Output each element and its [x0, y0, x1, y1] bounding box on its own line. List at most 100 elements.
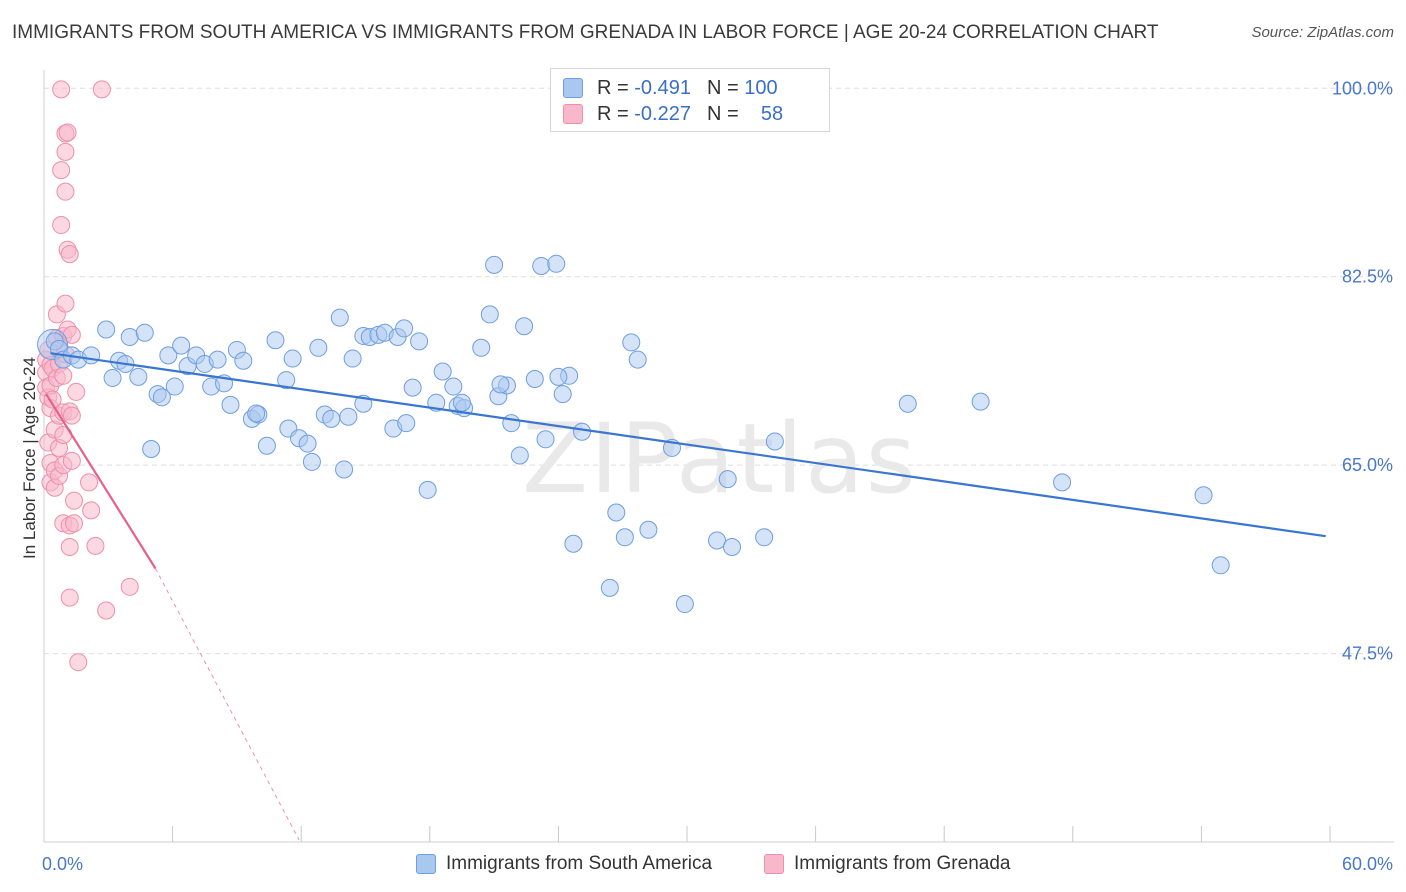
south-america-point — [208, 350, 227, 369]
south-america-point — [97, 320, 116, 339]
south-america-point — [309, 338, 328, 357]
n-value: 58 — [760, 102, 784, 125]
trend-lines — [45, 352, 1326, 841]
y-axis-ticks: 47.5% 65.0% 82.5% 100.0% — [1332, 78, 1393, 663]
south-america-point — [298, 434, 317, 453]
south-america-point — [322, 409, 341, 428]
south-america-point — [221, 395, 240, 414]
grenada-point — [56, 294, 75, 313]
south-america-point — [395, 319, 414, 338]
x-axis-ticks — [172, 826, 1331, 842]
south-america-point — [257, 436, 276, 455]
blue-swatch-icon — [563, 78, 583, 98]
south-america-point — [639, 520, 658, 539]
south-america-point — [266, 331, 285, 350]
south-america-point — [510, 446, 529, 465]
south-america-point — [339, 407, 358, 426]
south-america-point — [135, 323, 154, 342]
south-america-point — [718, 470, 737, 489]
south-america-point — [675, 595, 694, 614]
south-america-point — [165, 377, 184, 396]
y-axis-label: In Labor Force | Age 20-24 — [20, 357, 39, 559]
grenada-point — [69, 653, 88, 672]
series-name: Immigrants from Grenada — [794, 853, 1011, 874]
grenada-point — [82, 501, 101, 520]
grenada-point — [92, 80, 111, 99]
r-value: -0.227 — [634, 102, 691, 125]
grenada-point — [65, 491, 84, 510]
y-tick-label: 47.5% — [1342, 644, 1393, 664]
correlation-legend: R = -0.491 N = 100 R = -0.227 N = 58 — [550, 68, 830, 132]
south-america-point — [172, 336, 191, 355]
x-tick-label-min: 0.0% — [42, 854, 83, 874]
grenada-point — [52, 216, 71, 235]
legend-row-south-america: R = -0.491 N = 100 — [563, 75, 778, 101]
grenada-point — [60, 537, 79, 556]
grenada-point — [62, 451, 81, 470]
r-label: R = — [597, 76, 629, 99]
south-america-point — [142, 440, 161, 459]
y-tick-label: 82.5% — [1342, 267, 1393, 287]
south-america-point — [1194, 486, 1213, 505]
south-america-point — [502, 414, 521, 433]
source-credit: Source: ZipAtlas.com — [1251, 24, 1394, 41]
grenada-point — [80, 473, 99, 492]
grenada-point — [56, 182, 75, 201]
grenada-point — [60, 588, 79, 607]
south-america-point — [343, 349, 362, 368]
south-america-trend-line — [50, 352, 1326, 538]
south-america-point — [129, 367, 148, 386]
south-america-point — [607, 503, 626, 522]
south-america-point — [525, 370, 544, 389]
n-label: N = — [706, 102, 739, 125]
pink-swatch-icon — [563, 104, 583, 124]
south-america-point — [283, 349, 302, 368]
south-america-point — [898, 394, 917, 413]
blue-swatch-icon — [416, 854, 436, 874]
n-value: 100 — [744, 76, 778, 99]
south-america-point — [330, 308, 349, 327]
south-america-point — [549, 367, 568, 386]
grenada-point — [86, 536, 105, 555]
south-america-point — [723, 537, 742, 556]
south-america-point — [1211, 556, 1230, 575]
south-america-point — [572, 422, 591, 441]
south-america-point — [120, 328, 139, 347]
south-america-point — [335, 460, 354, 479]
n-label: N = — [706, 76, 739, 99]
south-america-point — [452, 393, 471, 412]
r-value: -0.491 — [634, 76, 691, 99]
south-america-point — [615, 528, 634, 547]
south-america-point — [1053, 473, 1072, 492]
south-america-point — [444, 377, 463, 396]
south-america-point — [234, 351, 253, 370]
r-label: R = — [597, 102, 629, 125]
series-legend-grenada: Immigrants from Grenada — [764, 851, 1010, 877]
south-america-point — [480, 305, 499, 324]
y-tick-label: 100.0% — [1332, 78, 1393, 98]
grenada-point — [52, 161, 71, 180]
grenada-point — [67, 382, 86, 401]
south-america-point — [600, 578, 619, 597]
south-america-point — [628, 350, 647, 369]
watermark: ZIPatlas — [522, 403, 918, 515]
grenada-point — [97, 601, 116, 620]
grenada-trend-line — [45, 393, 157, 570]
south-america-point — [397, 414, 416, 433]
south-america-point — [485, 255, 504, 274]
grenada-point — [56, 142, 75, 161]
south-america-point — [472, 338, 491, 357]
gridlines — [44, 87, 1394, 655]
legend-row-grenada: R = -0.227 N = 58 — [563, 101, 783, 127]
south-america-point — [433, 362, 452, 381]
south-america-point — [765, 432, 784, 451]
south-america-point — [622, 333, 641, 352]
south-america-point — [418, 480, 437, 499]
south-america-point — [302, 452, 321, 471]
south-america-point — [564, 534, 583, 553]
grenada-point — [60, 245, 79, 264]
south-america-point — [708, 531, 727, 550]
south-america-point — [532, 256, 551, 275]
south-america-point — [515, 317, 534, 336]
